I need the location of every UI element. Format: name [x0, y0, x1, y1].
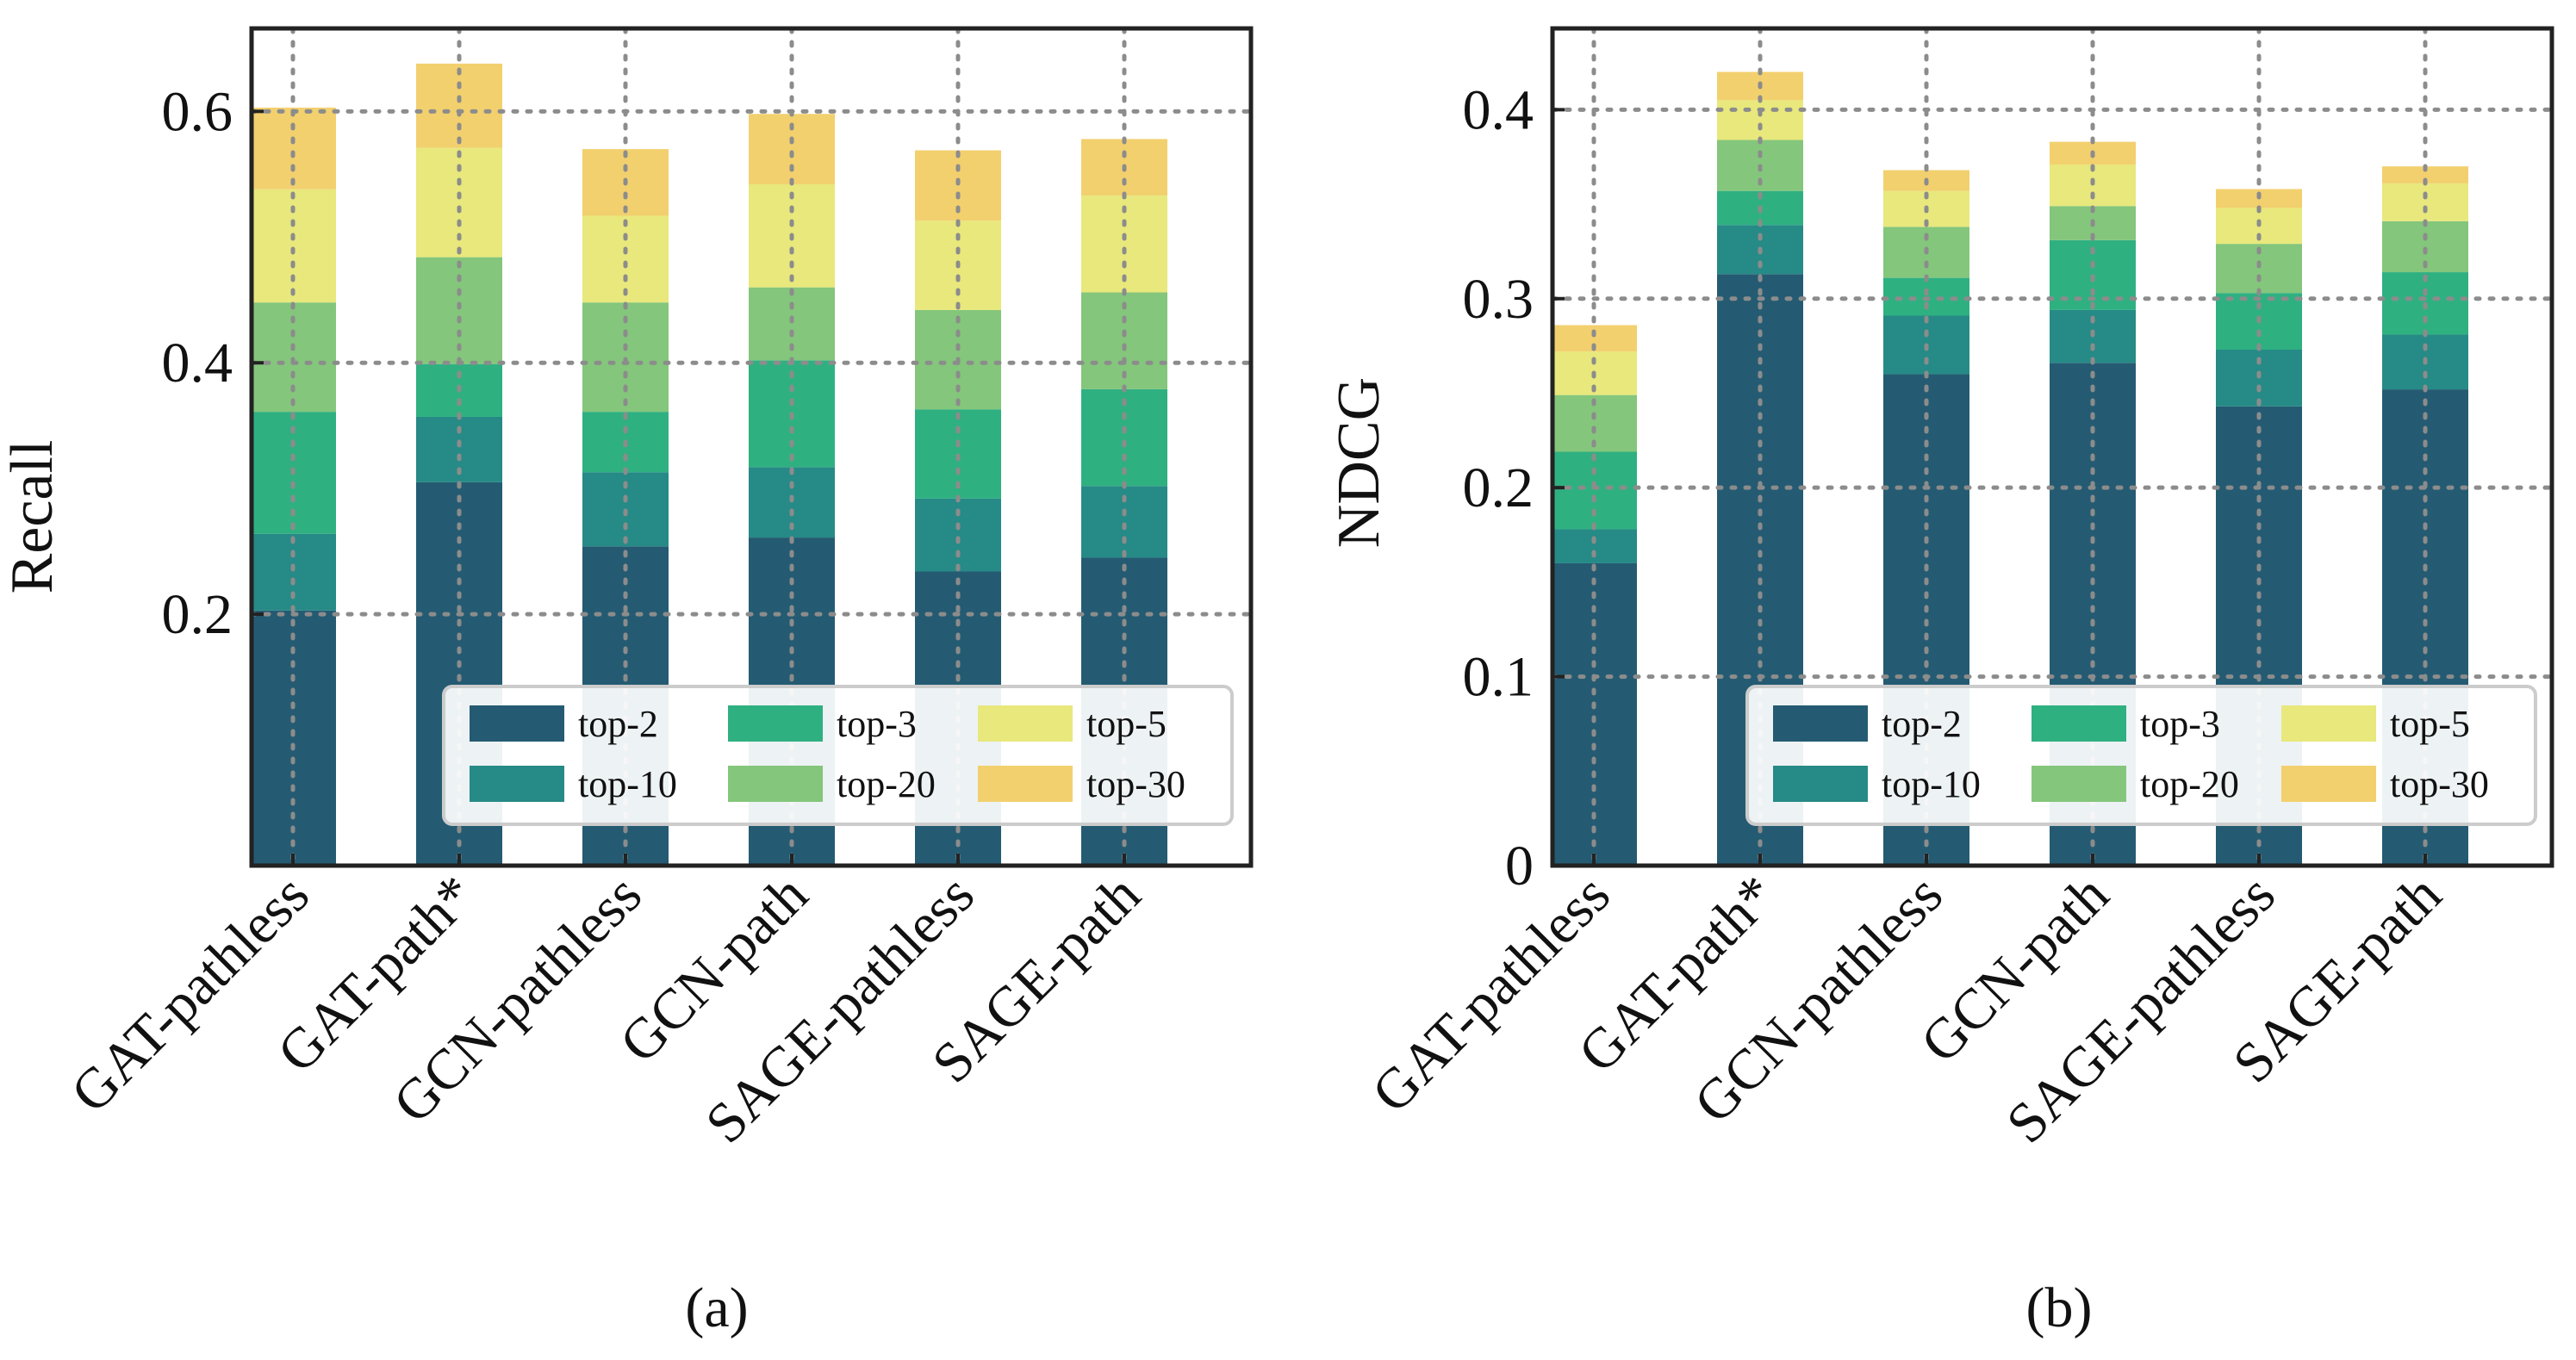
bar-top-30-GAT-pathless: [250, 107, 336, 189]
legend-swatch-top-5: [2281, 705, 2376, 742]
panel-caption: (a): [685, 1276, 748, 1339]
legend-label-top-20: top-20: [2140, 763, 2239, 805]
legend-swatch-top-3: [728, 705, 823, 742]
axes-frame: [249, 26, 1254, 868]
legend-label-top-5: top-5: [2390, 703, 2470, 745]
panel-a-recall: 0.20.40.6GAT-pathlessGAT-path*GCN-pathle…: [0, 26, 1254, 1339]
legend-swatch-top-2: [1773, 705, 1868, 742]
legend-swatch-top-20: [2032, 766, 2126, 802]
legend-swatch-top-5: [978, 705, 1073, 742]
legend-swatch-top-20: [728, 766, 823, 802]
legend-swatch-top-3: [2032, 705, 2126, 742]
panel-caption: (b): [2026, 1276, 2093, 1339]
legend-swatch-top-2: [470, 705, 564, 742]
legend-swatch-top-10: [470, 766, 564, 802]
legend-label-top-30: top-30: [2390, 763, 2489, 805]
legend-label-top-3: top-3: [2140, 703, 2220, 745]
x-tick-label: GAT-pathless: [1360, 863, 1622, 1125]
y-tick-label: 0: [1505, 835, 1534, 897]
legend-label-top-5: top-5: [1086, 703, 1167, 745]
legend-label-top-2: top-2: [578, 703, 658, 745]
bar-top-10-GAT-pathless: [1551, 529, 1637, 563]
y-tick-label: 0.1: [1463, 646, 1534, 709]
legend-label-top-10: top-10: [1882, 763, 1981, 805]
x-tick-label: GAT-pathless: [59, 863, 321, 1125]
legend-label-top-20: top-20: [837, 763, 936, 805]
legend-label-top-2: top-2: [1882, 703, 1962, 745]
y-tick-label: 0.4: [1463, 78, 1534, 141]
axes-frame: [1550, 26, 2554, 868]
y-axis-title: Recall: [0, 440, 65, 594]
bar-top-5-SAGE-path: [2382, 183, 2468, 221]
legend-label-top-3: top-3: [837, 703, 917, 745]
bar-top-5-GCN-pathless: [582, 215, 669, 303]
bar-top-30-SAGE-path: [2382, 166, 2468, 183]
legend-label-top-10: top-10: [578, 763, 677, 805]
bar-top-5-GAT-path*: [1717, 100, 1803, 140]
y-tick-label: 0.2: [162, 583, 233, 646]
y-tick-label: 0.6: [162, 80, 233, 143]
bar-top-3-GAT-pathless: [1551, 451, 1637, 530]
legend-swatch-top-10: [1773, 766, 1868, 802]
y-tick-label: 0.3: [1463, 268, 1534, 331]
y-tick-label: 0.4: [162, 332, 233, 394]
legend-swatch-top-30: [2281, 766, 2376, 802]
panel-b-ndcg: 00.10.20.30.4GAT-pathlessGAT-path*GCN-pa…: [1326, 26, 2554, 1339]
legend-swatch-top-30: [978, 766, 1073, 802]
bar-top-30-GAT-path*: [416, 63, 502, 148]
y-axis-title: NDCG: [1326, 377, 1392, 548]
y-tick-label: 0.2: [1463, 456, 1534, 519]
legend-label-top-30: top-30: [1086, 763, 1185, 805]
